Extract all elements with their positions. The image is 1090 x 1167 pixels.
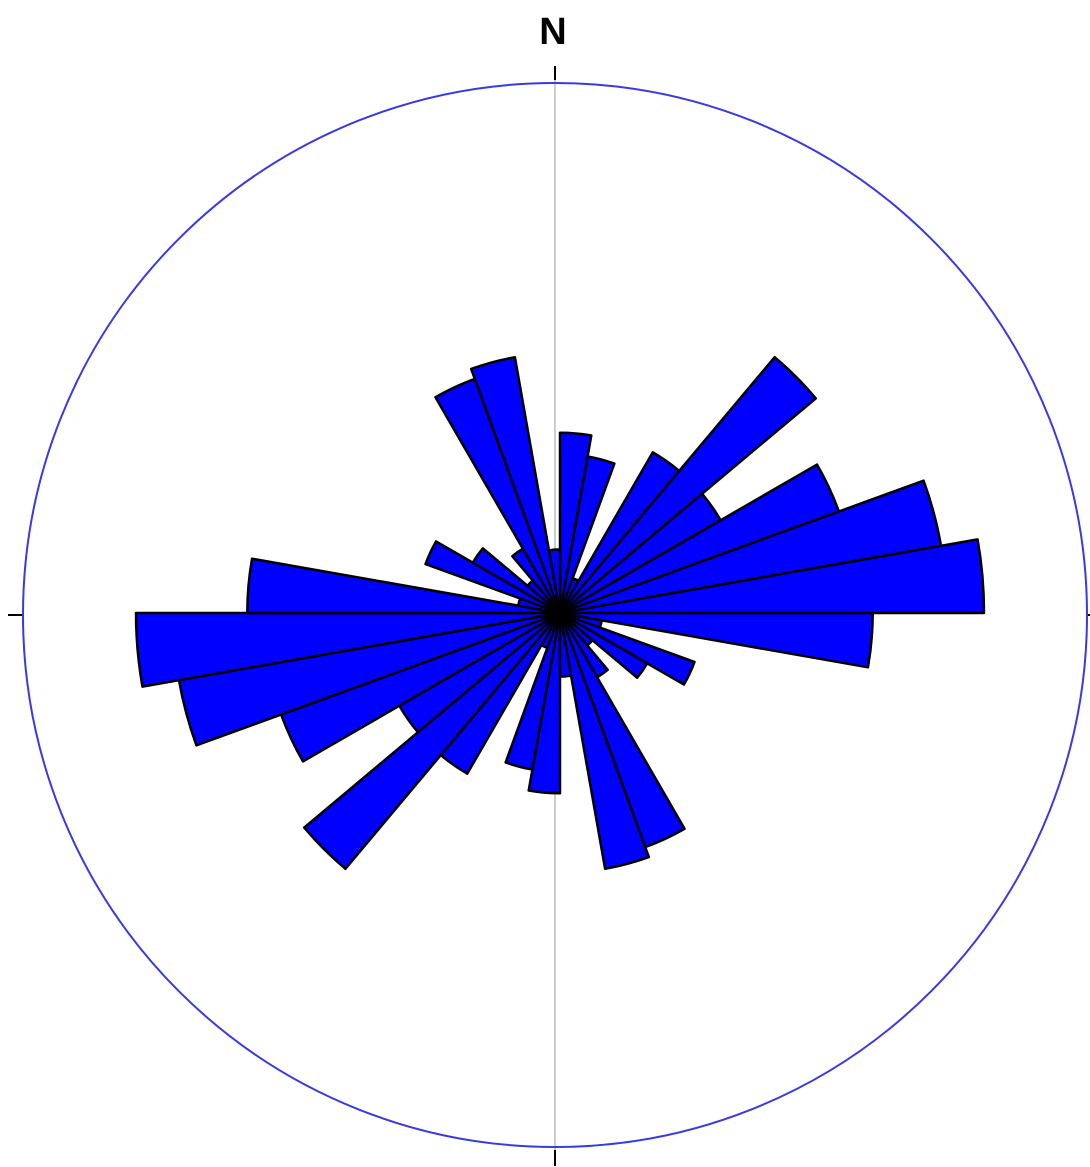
rose-petal-290-300	[424, 540, 562, 615]
center-hub	[546, 599, 574, 627]
rose-petal-80-90	[558, 538, 986, 615]
rose-petal-300-310	[471, 547, 562, 615]
rose-petal-10-20	[558, 455, 616, 615]
rose-petal-220-230	[302, 611, 562, 871]
outer-circle	[22, 82, 1088, 1148]
petals	[134, 355, 986, 871]
rose-petal-110-120	[558, 611, 696, 686]
rose-petal-170-180	[558, 611, 573, 678]
rose-petal-260-270	[134, 611, 562, 688]
rose-petal-190-200	[504, 611, 562, 771]
north-label: N	[539, 11, 566, 53]
rose-petal-270-280	[246, 557, 562, 615]
rose-petal-90-100	[558, 611, 874, 669]
rose-petal-40-50	[558, 355, 818, 615]
rose-petal-160-170	[558, 611, 651, 870]
rose-petal-350-360	[547, 548, 562, 615]
rose-petal-340-350	[469, 356, 562, 615]
rose-petal-120-130	[558, 611, 649, 679]
